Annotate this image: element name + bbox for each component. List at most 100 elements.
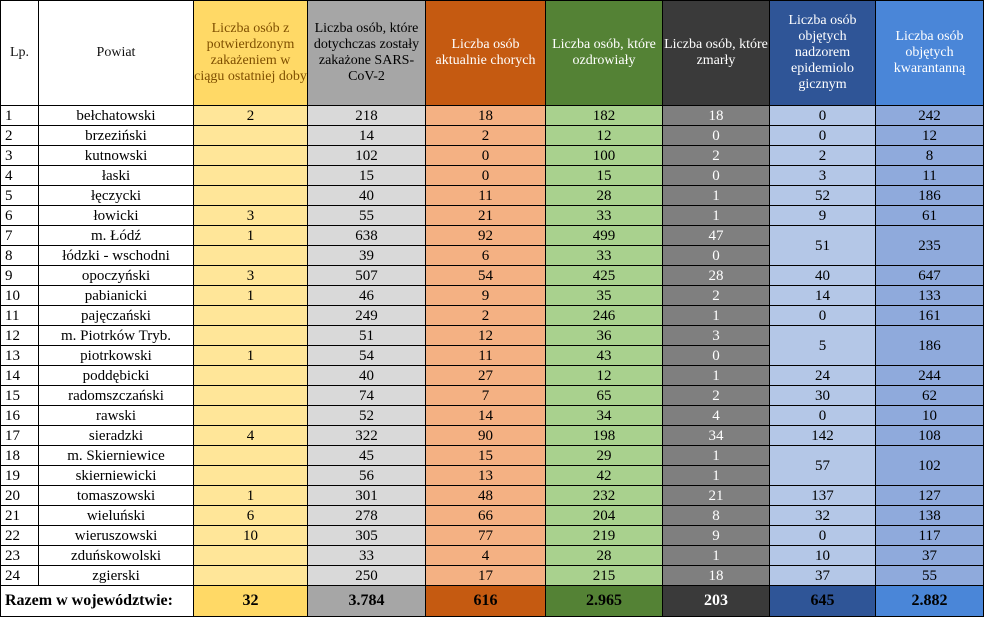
recovered-cell: 28 — [545, 545, 663, 566]
table-row: 3 kutnowski 102 0 100 2 2 8 — [0, 145, 984, 166]
deceased-cell: 3 — [662, 325, 770, 346]
deceased-cell: 2 — [662, 145, 770, 166]
recovered-cell: 36 — [545, 325, 663, 346]
deceased-cell: 0 — [662, 345, 770, 366]
currently-sick-cell: 9 — [425, 285, 546, 306]
new-cases-cell: 3 — [193, 265, 308, 286]
total-infected-cell: 278 — [307, 505, 426, 526]
table-row: 12 m. Piotrków Tryb. 51 12 36 3 5 186 — [0, 325, 984, 366]
new-cases-cell — [193, 445, 308, 466]
total-infected-cell: 507 — [307, 265, 426, 286]
new-cases-cell: 2 — [193, 105, 308, 126]
new-cases-cell — [193, 565, 308, 586]
recovered-cell: 65 — [545, 385, 663, 406]
county-name-cell: m. Skierniewice — [38, 445, 194, 466]
recovered-cell: 219 — [545, 525, 663, 546]
table-row: 22 wieruszowski 10 305 77 219 9 0 117 — [0, 525, 984, 546]
currently-sick-cell: 0 — [425, 165, 546, 186]
total-infected-cell: 638 — [307, 225, 426, 246]
supervision-cell: 57 — [769, 445, 876, 486]
supervision-cell: 51 — [769, 225, 876, 266]
total-infected-cell: 40 — [307, 365, 426, 386]
currently-sick-cell: 6 — [425, 245, 546, 266]
quarantine-cell: 161 — [875, 305, 984, 326]
currently-sick-cell: 7 — [425, 385, 546, 406]
county-name-cell: rawski — [38, 405, 194, 426]
county-name-cell: wieruszowski — [38, 525, 194, 546]
currently-sick-cell: 13 — [425, 465, 546, 486]
quarantine-cell: 186 — [875, 185, 984, 206]
quarantine-cell: 235 — [875, 225, 984, 266]
total-under-supervision: 645 — [769, 585, 876, 617]
recovered-cell: 15 — [545, 165, 663, 186]
county-name-cell: wieluński — [38, 505, 194, 526]
supervision-cell: 0 — [769, 525, 876, 546]
deceased-cell: 2 — [662, 385, 770, 406]
currently-sick-cell: 18 — [425, 105, 546, 126]
recovered-cell: 100 — [545, 145, 663, 166]
supervision-cell: 52 — [769, 185, 876, 206]
table-row: 17 sieradzki 4 322 90 198 34 142 108 — [0, 425, 984, 446]
row-number-cell: 17 — [0, 425, 39, 446]
table-row: 16 rawski 52 14 34 4 0 10 — [0, 405, 984, 426]
totals-row: Razem w województwie: 32 3.784 616 2.965… — [0, 585, 984, 617]
header-new-cases: Liczba osób z potwierdzonym zakażeniem w… — [193, 0, 308, 106]
header-quarantine: Liczba osób objętych kwarantanną — [875, 0, 984, 106]
recovered-cell: 425 — [545, 265, 663, 286]
new-cases-cell — [193, 165, 308, 186]
currently-sick-cell: 90 — [425, 425, 546, 446]
total-infected-cell: 54 — [307, 345, 426, 366]
total-infected-cell: 250 — [307, 565, 426, 586]
total-infected-cell: 14 — [307, 125, 426, 146]
supervision-cell: 40 — [769, 265, 876, 286]
total-infected-cell: 46 — [307, 285, 426, 306]
deceased-cell: 28 — [662, 265, 770, 286]
table-body: 1 bełchatowski 2 218 18 182 18 0 242 2 brzeziński 1… — [0, 105, 984, 586]
supervision-cell: 0 — [769, 105, 876, 126]
deceased-cell: 1 — [662, 365, 770, 386]
new-cases-cell — [193, 325, 308, 346]
table-row: 9 opoczyński 3 507 54 425 28 40 647 — [0, 265, 984, 286]
quarantine-cell: 37 — [875, 545, 984, 566]
row-number-cell: 5 — [0, 185, 39, 206]
total-infected-cell: 56 — [307, 465, 426, 486]
row-number-cell: 9 — [0, 265, 39, 286]
recovered-cell: 204 — [545, 505, 663, 526]
row-number-cell: 20 — [0, 485, 39, 506]
total-infected-cell: 15 — [307, 165, 426, 186]
quarantine-cell: 127 — [875, 485, 984, 506]
currently-sick-cell: 2 — [425, 305, 546, 326]
row-number-cell: 1 — [0, 105, 39, 126]
deceased-cell: 2 — [662, 285, 770, 306]
row-number-cell: 8 — [0, 245, 39, 266]
deceased-cell: 47 — [662, 225, 770, 246]
county-name-cell: zduńskowolski — [38, 545, 194, 566]
currently-sick-cell: 15 — [425, 445, 546, 466]
total-new-cases: 32 — [193, 585, 308, 617]
table-row: 8 łódzki - wschodni 39 6 33 0 — [0, 245, 984, 266]
supervision-cell: 37 — [769, 565, 876, 586]
recovered-cell: 43 — [545, 345, 663, 366]
currently-sick-cell: 14 — [425, 405, 546, 426]
total-infected-cell: 40 — [307, 185, 426, 206]
supervision-cell: 9 — [769, 205, 876, 226]
table-row: 23 zduńskowolski 33 4 28 1 10 37 — [0, 545, 984, 566]
supervision-cell: 0 — [769, 405, 876, 426]
row-number-cell: 19 — [0, 465, 39, 486]
county-name-cell: łowicki — [38, 205, 194, 226]
recovered-cell: 29 — [545, 445, 663, 466]
new-cases-cell — [193, 185, 308, 206]
county-name-cell: sieradzki — [38, 425, 194, 446]
county-name-cell: pabianicki — [38, 285, 194, 306]
header-under-supervision: Liczba osób objętych nadzorem epidemiolo… — [769, 0, 876, 106]
supervision-cell: 5 — [769, 325, 876, 366]
quarantine-cell: 8 — [875, 145, 984, 166]
deceased-cell: 34 — [662, 425, 770, 446]
row-number-cell: 3 — [0, 145, 39, 166]
quarantine-cell: 102 — [875, 445, 984, 486]
header-currently-sick: Liczba osób aktualnie chorych — [425, 0, 546, 106]
total-infected-cell: 45 — [307, 445, 426, 466]
deceased-cell: 8 — [662, 505, 770, 526]
total-infected-cell: 52 — [307, 405, 426, 426]
row-number-cell: 21 — [0, 505, 39, 526]
